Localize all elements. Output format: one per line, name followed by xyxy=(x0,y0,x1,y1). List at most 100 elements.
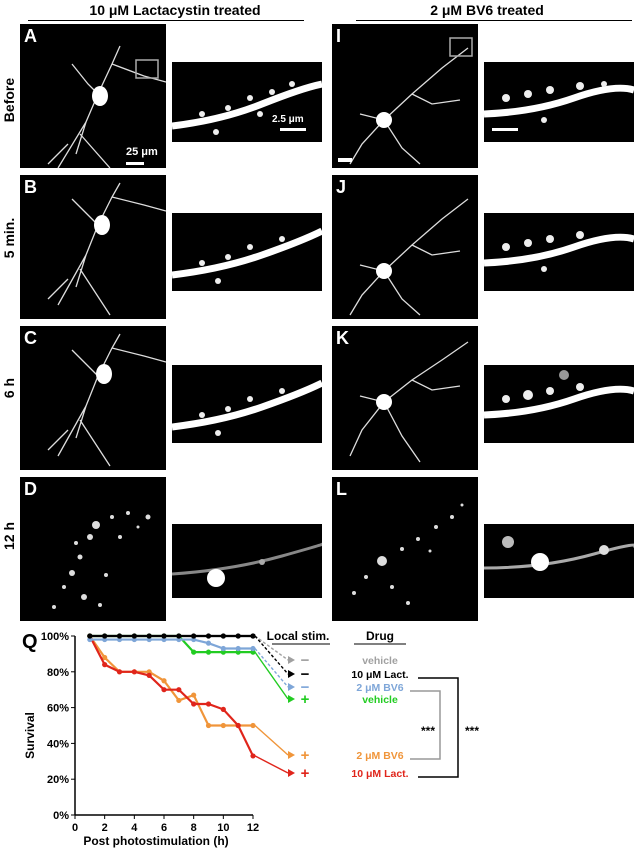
panel-label-M: M xyxy=(613,64,628,84)
legend-drug-name: 10 μM Lact. xyxy=(351,768,408,780)
panel-label-L: L xyxy=(336,479,347,499)
legend-arrow xyxy=(254,648,289,688)
legend-header-drug: Drug xyxy=(366,629,394,643)
dendrite-image-F xyxy=(172,227,322,284)
data-point xyxy=(176,697,182,704)
data-point xyxy=(205,640,212,646)
panel-label-O: O xyxy=(613,367,628,387)
data-point xyxy=(176,636,182,643)
panel-label-H: H xyxy=(303,526,316,546)
panel-O: O xyxy=(484,365,634,443)
dendrite-image-G xyxy=(172,379,322,436)
panel-label-P: P xyxy=(615,526,628,546)
data-point xyxy=(191,636,197,643)
panel-label-A: A xyxy=(24,26,37,46)
legend-arrowhead xyxy=(288,656,295,664)
x-tick-label: 10 xyxy=(217,822,229,834)
y-tick-label: 0% xyxy=(53,810,69,822)
data-point xyxy=(102,636,108,643)
data-point xyxy=(191,649,197,655)
legend-arrow xyxy=(254,651,289,700)
legend-drug-name: 2 μM BV6 xyxy=(356,750,403,762)
legend-header-stim: Local stim. xyxy=(267,629,330,643)
panel-N: N xyxy=(484,213,634,291)
legend-stim-sign: − xyxy=(301,679,310,696)
data-point xyxy=(205,722,212,729)
dendrite-image-M xyxy=(484,81,634,131)
neuron-image-C xyxy=(47,333,166,467)
dendrite-image-O xyxy=(484,370,634,419)
panel-label-Q: Q xyxy=(22,631,38,653)
data-point xyxy=(131,633,137,639)
y-tick-label: 20% xyxy=(47,774,69,786)
x-tick-label: 8 xyxy=(191,822,197,834)
data-point xyxy=(161,633,167,639)
legend-arrowhead xyxy=(288,670,295,678)
scalebar-25um: 25 μm xyxy=(126,146,158,158)
neuron-image-L xyxy=(352,503,464,605)
data-point xyxy=(116,633,123,639)
row-label-12h: 12 h xyxy=(1,522,17,551)
y-tick-label: 100% xyxy=(41,631,69,643)
legend-stim-sign: + xyxy=(301,765,310,782)
panel-label-I: I xyxy=(336,26,342,46)
y-tick-label: 60% xyxy=(47,703,69,715)
row-label-5min: 5 min. xyxy=(1,217,17,259)
panel-label-D: D xyxy=(24,479,37,499)
header-lactacystin-underline xyxy=(28,20,304,21)
data-point xyxy=(146,672,152,678)
survival-chart: 0% 20% 40% 60% 80% 100% 0 2 4 6 8 10 12 Post photosti… xyxy=(23,629,479,848)
data-point xyxy=(146,636,152,643)
data-point xyxy=(116,636,123,643)
panel-label-B: B xyxy=(24,177,37,197)
series-line xyxy=(88,635,254,757)
legend-drug-name: 2 μM BV6 xyxy=(356,682,403,694)
data-point xyxy=(250,649,256,655)
legend-stim-sign: + xyxy=(301,747,310,764)
x-tick-label: 4 xyxy=(131,822,138,834)
data-point xyxy=(146,669,152,675)
panel-A: A 25 μm xyxy=(20,24,166,168)
y-tick-label: 80% xyxy=(47,667,69,679)
dendrite-image-E xyxy=(172,80,322,135)
row-label-6h: 6 h xyxy=(1,377,17,399)
y-tick-label: 40% xyxy=(47,738,69,750)
data-point xyxy=(161,678,167,684)
panel-label-N: N xyxy=(615,215,628,235)
data-point xyxy=(220,706,226,712)
data-point xyxy=(131,636,137,643)
legend-drug-name: vehicle xyxy=(362,694,398,706)
panel-I: I xyxy=(332,24,478,168)
row-label-before: Before xyxy=(1,77,17,123)
data-point xyxy=(250,633,256,639)
neuron-image-B xyxy=(47,182,166,316)
legend-arrow xyxy=(254,635,289,661)
panel-F: F xyxy=(172,213,322,291)
legend-stim-sign: − xyxy=(301,666,310,683)
data-point xyxy=(220,649,226,655)
data-point xyxy=(220,645,226,652)
data-point xyxy=(102,662,108,668)
data-point xyxy=(250,753,256,759)
header-lactacystin: 10 μM Lactacystin treated xyxy=(89,2,261,18)
panel-M: M xyxy=(484,62,634,142)
neuron-image-I xyxy=(338,37,473,165)
data-point xyxy=(191,633,197,639)
legend-arrowhead xyxy=(288,683,295,691)
legend-arrow xyxy=(254,635,289,675)
data-point xyxy=(235,633,241,639)
data-point xyxy=(220,633,226,639)
data-point xyxy=(205,633,212,639)
panel-L: L xyxy=(332,477,478,621)
data-point xyxy=(102,633,108,639)
data-point xyxy=(87,633,93,639)
panel-J: J xyxy=(332,175,478,319)
dendrite-image-P xyxy=(484,536,634,571)
header-bv6-underline xyxy=(356,20,632,21)
data-point xyxy=(250,645,256,652)
panel-H: H xyxy=(172,524,322,598)
neuron-image-K xyxy=(349,341,469,463)
header-bv6: 2 μM BV6 treated xyxy=(430,2,544,18)
series-line xyxy=(89,634,253,654)
data-point xyxy=(161,687,167,693)
